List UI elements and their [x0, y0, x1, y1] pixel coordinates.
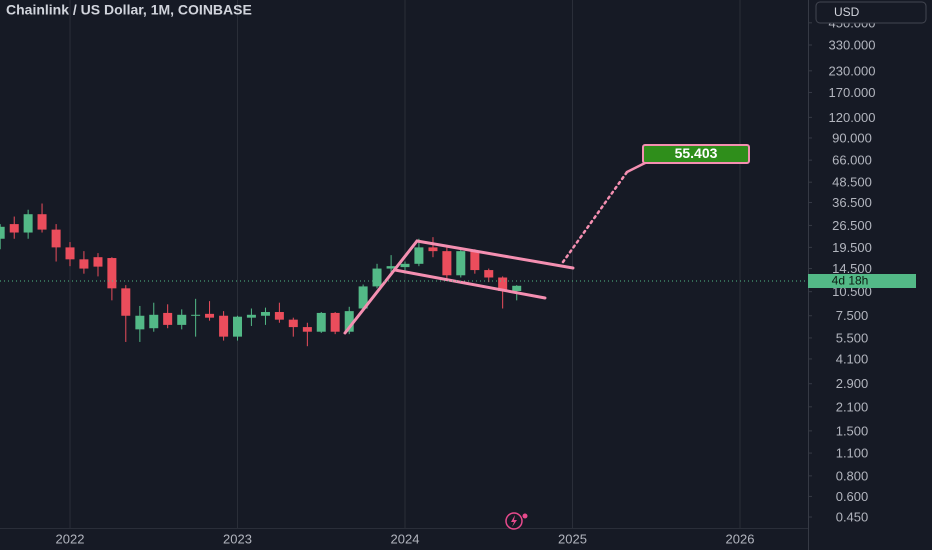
y-tick-label: 120.000 — [829, 110, 876, 125]
candle-body — [456, 251, 466, 276]
candle-body — [93, 257, 103, 267]
y-tick-label: 26.500 — [832, 218, 872, 233]
candles — [0, 203, 522, 347]
countdown-box — [808, 274, 916, 288]
y-tick-label: 48.500 — [832, 175, 872, 190]
candle-body — [302, 327, 312, 332]
candle-body — [149, 314, 159, 329]
candle-body — [372, 268, 382, 287]
x-tick-label: 2022 — [56, 531, 85, 546]
target-box — [642, 144, 750, 164]
flag-pole — [343, 239, 419, 335]
y-tick-label: 170.000 — [829, 85, 876, 100]
candle-body — [260, 312, 270, 316]
candle-body — [414, 247, 424, 264]
projection-tail — [625, 161, 647, 174]
y-tick-label: 2.900 — [836, 376, 869, 391]
projection — [561, 170, 629, 264]
y-tick-label: 1.100 — [836, 446, 869, 461]
candle-body — [316, 312, 326, 332]
candle-body — [442, 251, 452, 276]
candle-body — [233, 316, 243, 337]
candle-body — [23, 214, 33, 233]
candle-body — [219, 315, 229, 337]
x-tick-label: 2025 — [558, 531, 587, 546]
y-tick-label: 4.100 — [836, 351, 869, 366]
x-tick-label: 2026 — [726, 531, 755, 546]
candle-body — [51, 229, 61, 248]
y-tick-label: 230.000 — [829, 63, 876, 78]
target-label: 55.403 — [675, 145, 718, 161]
candle-body — [163, 312, 173, 325]
candle-body — [428, 247, 438, 252]
candle-body — [107, 258, 117, 289]
candle-body — [386, 266, 396, 269]
y-axis: 0.450 0.600 0.800 1.100 1.500 2.100 2.900 4.100… — [808, 15, 876, 524]
candle-body — [288, 319, 298, 328]
candle-body — [0, 226, 5, 239]
candle-body — [79, 259, 89, 269]
logo-ring — [505, 512, 523, 530]
candle-body — [400, 263, 410, 268]
y-tick-label: 2.100 — [836, 399, 869, 414]
logo-dot — [522, 513, 528, 519]
candle-body — [274, 312, 284, 320]
y-tick-label: 330.000 — [829, 37, 876, 52]
flag-lower — [393, 268, 547, 300]
candle-body — [121, 288, 131, 316]
candle-body — [358, 286, 368, 309]
candle-body — [191, 314, 201, 316]
x-tick-label: 2023 — [223, 531, 252, 546]
y-tick-label: 90.000 — [832, 130, 872, 145]
x-tick-label: 2024 — [391, 531, 420, 546]
countdown: 4d 18h — [832, 274, 869, 288]
logo — [505, 512, 528, 530]
candle-body — [512, 285, 522, 291]
flag-upper — [415, 239, 575, 270]
candle-body — [9, 224, 19, 233]
y-tick-label: 7.500 — [836, 308, 869, 323]
candle-body — [330, 312, 340, 332]
y-tick-label: 5.500 — [836, 330, 869, 345]
candle-body — [65, 247, 75, 260]
y-tick-label: 36.500 — [832, 195, 872, 210]
drawings — [343, 161, 647, 335]
currency-button[interactable] — [815, 1, 927, 24]
y-tick-label: 0.800 — [836, 468, 869, 483]
candle-body — [344, 311, 354, 332]
candle-body — [498, 277, 508, 291]
candle-body — [177, 314, 187, 325]
chart-title: Chainlink / US Dollar, 1M, COINBASE — [6, 2, 252, 18]
candle-body — [470, 251, 480, 271]
candle-body — [37, 214, 47, 230]
y-tick-label: 0.450 — [836, 509, 869, 524]
y-tick-label: 66.000 — [832, 153, 872, 168]
logo-bolt — [511, 515, 517, 527]
y-tick-label: 19.500 — [832, 240, 872, 255]
y-tick-label: 14.500 — [832, 261, 872, 276]
y-tick-label: 1.500 — [836, 423, 869, 438]
x-axis: 2022 2023 2024 2025 2026 — [56, 531, 755, 546]
candle-body — [246, 314, 256, 318]
candle-body — [135, 315, 145, 330]
candle-body — [484, 270, 494, 278]
currency[interactable]: USD — [834, 5, 860, 19]
y-tick-label: 0.600 — [836, 489, 869, 504]
candle-body — [205, 313, 215, 318]
